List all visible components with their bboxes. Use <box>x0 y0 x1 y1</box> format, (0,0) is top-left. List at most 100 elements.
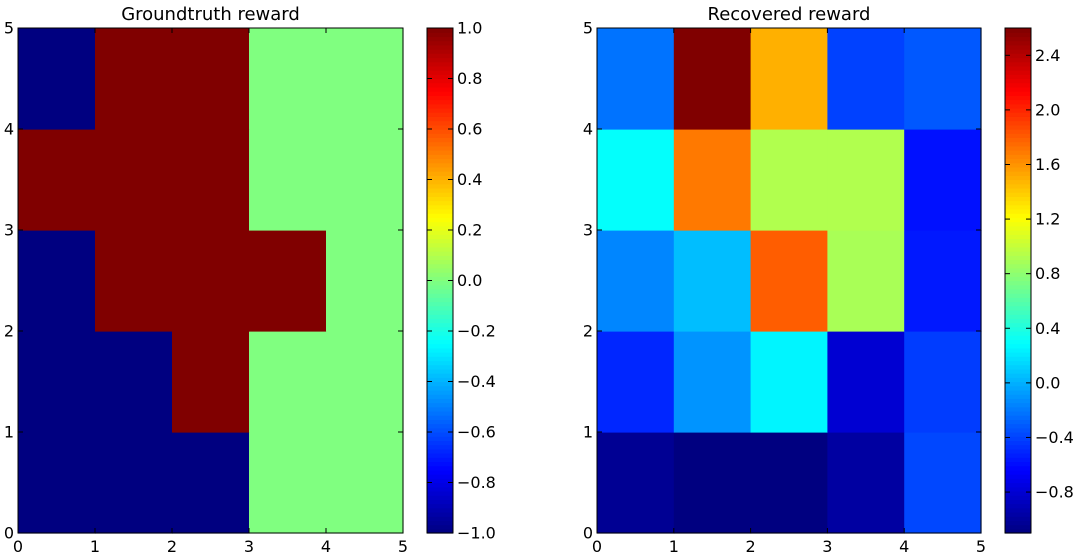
colorbar-segment <box>427 103 453 109</box>
colorbar-segment <box>427 469 453 475</box>
colorbar-segment <box>427 234 453 240</box>
colorbar-segment <box>1005 280 1031 286</box>
colorbar-segment <box>427 65 453 71</box>
x-tick-label: 1 <box>669 537 679 556</box>
colorbar-segment <box>1005 141 1031 147</box>
y-tick-label: 0 <box>583 524 593 543</box>
colorbar-segment <box>1005 129 1031 134</box>
heatmap-cell <box>904 129 982 231</box>
colorbar-segment <box>427 406 453 412</box>
colorbar-segment <box>1005 368 1031 374</box>
colorbar-segment <box>1005 200 1031 206</box>
colorbar-segment <box>1005 61 1031 67</box>
heatmap-cell <box>249 432 327 534</box>
colorbar-segment <box>427 368 453 374</box>
colorbar-segment <box>1005 166 1031 172</box>
colorbar-segment <box>427 57 453 63</box>
colorbar-segment <box>427 318 453 324</box>
colorbar-segment <box>427 78 453 84</box>
colorbar-segment <box>1005 511 1031 517</box>
heatmap-cell <box>904 230 982 332</box>
y-tick-label: 1 <box>4 423 14 442</box>
colorbar-segment <box>1005 432 1031 437</box>
colorbar-segment <box>427 356 453 362</box>
colorbar-segment <box>1005 175 1031 181</box>
x-tick-label: 5 <box>976 537 986 556</box>
colorbar-segment <box>427 280 453 286</box>
colorbar-segment <box>1005 318 1031 324</box>
colorbar-segment <box>1005 208 1031 214</box>
colorbar-segment <box>427 284 453 290</box>
colorbar-segment <box>427 398 453 404</box>
colorbar-segment <box>1005 251 1031 256</box>
heatmap-cell <box>95 129 173 231</box>
colorbar-segment <box>1005 406 1031 412</box>
colorbar-segment <box>427 116 453 122</box>
colorbar-segment <box>427 360 453 366</box>
colorbar-segment <box>1005 377 1031 383</box>
x-tick-label: 0 <box>13 537 23 556</box>
colorbar-segment <box>427 263 453 269</box>
colorbar-segment <box>427 448 453 454</box>
colorbar-segment <box>1005 107 1031 113</box>
heatmap-cell <box>18 28 96 130</box>
colorbar-segment <box>1005 343 1031 349</box>
x-tick-label: 2 <box>746 537 756 556</box>
colorbar-segment <box>1005 124 1031 130</box>
colorbar-segment <box>1005 32 1031 38</box>
colorbar-segment <box>1005 145 1031 151</box>
colorbar-segment <box>1005 507 1031 513</box>
x-tick-label: 3 <box>244 537 254 556</box>
colorbar-segment <box>1005 234 1031 240</box>
colorbar-tick-label: 0.4 <box>1035 319 1060 338</box>
colorbar-segment <box>1005 183 1031 189</box>
heatmap-cell <box>172 28 250 130</box>
colorbar-segment <box>1005 53 1031 59</box>
colorbar-segment <box>1005 516 1031 521</box>
colorbar-segment <box>427 162 453 168</box>
colorbar-segment <box>427 482 453 488</box>
colorbar-segment <box>1005 364 1031 370</box>
colorbar-segment <box>427 276 453 282</box>
heatmap-cell <box>326 230 404 332</box>
colorbar-segment <box>1005 154 1031 160</box>
colorbar-tick-label: 2.4 <box>1035 46 1060 65</box>
colorbar-segment <box>427 133 453 139</box>
colorbar-tick-label: 0.8 <box>457 69 482 88</box>
colorbar-segment <box>427 36 453 42</box>
colorbar-segment <box>1005 204 1031 210</box>
colorbar-segment <box>1005 120 1031 126</box>
heatmap-cell <box>597 331 675 433</box>
heatmap-cell <box>326 28 404 130</box>
colorbar-segment <box>427 520 453 526</box>
colorbar-segment <box>1005 272 1031 277</box>
heatmap-cell <box>673 129 752 231</box>
panel-2: 0 1 2 3 4 5 0 1 2 3 4 5 Recovered reward −0.8 −0.4 0.0 0… <box>583 4 1074 556</box>
colorbar-segment <box>1005 137 1031 143</box>
colorbar-segment <box>1005 267 1031 273</box>
colorbar-segment <box>1005 162 1031 168</box>
colorbar-segment <box>1005 385 1031 391</box>
colorbar-tick-label: 0.4 <box>457 170 482 189</box>
colorbar-tick-label: −0.6 <box>457 423 496 442</box>
colorbar-segment <box>1005 171 1031 176</box>
colorbar-segment <box>1005 503 1031 509</box>
colorbar-segment <box>1005 49 1031 54</box>
colorbar-segment <box>427 204 453 210</box>
y-tick-label: 2 <box>4 322 14 341</box>
heatmap-cell <box>827 28 905 130</box>
heatmap-cell <box>18 432 96 534</box>
colorbar-tick-label: 0.0 <box>457 271 482 290</box>
colorbar-segment <box>1005 242 1031 248</box>
colorbar-segment <box>427 503 453 509</box>
heatmap-cell <box>18 230 96 332</box>
colorbar-segment <box>1005 360 1031 366</box>
colorbar-segment <box>427 377 453 383</box>
colorbar-segment <box>427 251 453 256</box>
y-tick-label: 4 <box>583 120 593 139</box>
colorbar-segment <box>427 432 453 437</box>
x-tick-label: 2 <box>167 537 177 556</box>
colorbar-segment <box>1005 528 1031 534</box>
colorbar-tick-label: 0.8 <box>1035 264 1060 283</box>
colorbar-segment <box>427 326 453 332</box>
